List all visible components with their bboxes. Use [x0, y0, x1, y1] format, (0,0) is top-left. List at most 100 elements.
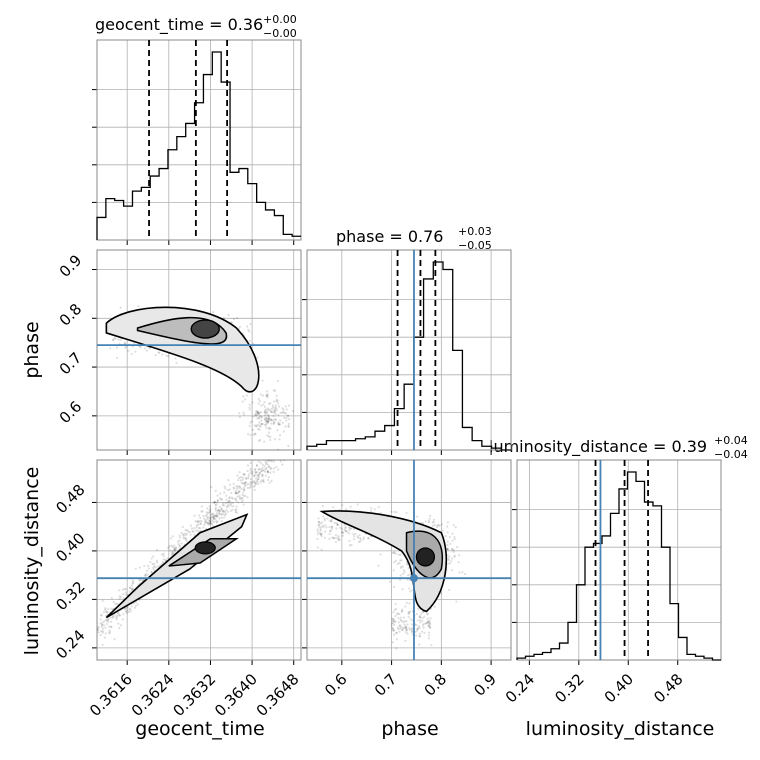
y-tick-label: 0.32	[52, 578, 88, 614]
sample-point	[241, 478, 244, 481]
sample-point	[167, 546, 170, 549]
sample-point	[91, 631, 93, 633]
sample-point	[272, 453, 274, 455]
title-luminosity-distance-plus: +0.04	[714, 434, 748, 447]
sample-point	[213, 501, 216, 504]
sample-point	[155, 548, 159, 552]
sample-point	[276, 379, 279, 383]
sample-point	[284, 425, 287, 428]
sample-point	[225, 498, 228, 501]
sample-point	[174, 548, 177, 551]
sample-point	[248, 486, 251, 489]
sample-point	[253, 484, 256, 487]
sample-point	[237, 484, 240, 488]
sample-point	[196, 519, 199, 523]
sample-point	[249, 467, 252, 471]
sample-point	[280, 452, 282, 454]
sample-point	[225, 512, 228, 516]
sample-point	[97, 628, 99, 631]
sample-point	[264, 474, 267, 477]
sample-point	[181, 525, 184, 529]
sample-point	[209, 520, 212, 523]
sample-point	[225, 494, 228, 497]
sample-point	[329, 529, 332, 532]
sample-point	[174, 357, 177, 360]
sample-point	[209, 514, 212, 517]
sample-point	[94, 634, 96, 636]
sample-point	[252, 415, 255, 418]
sample-point	[236, 485, 239, 489]
sample-point	[278, 446, 280, 448]
sample-point	[235, 511, 238, 514]
sample-point	[234, 497, 237, 500]
sample-point	[248, 330, 251, 333]
sample-point	[417, 625, 421, 628]
sample-point	[429, 626, 432, 629]
title-luminosity-distance: luminosity_distance = 0.39	[489, 437, 707, 457]
sample-point	[173, 548, 176, 551]
sample-point	[273, 444, 275, 446]
sample-point	[427, 631, 431, 634]
sample-point	[277, 414, 280, 417]
sample-point	[267, 465, 270, 469]
sample-point	[419, 616, 422, 619]
sample-point	[362, 538, 365, 541]
sample-point	[225, 509, 228, 512]
sample-point	[195, 526, 198, 529]
sample-point	[108, 632, 111, 635]
y-axis-label-luminosity-distance: luminosity_distance	[21, 467, 43, 656]
sample-point	[227, 505, 230, 508]
panel-content	[91, 420, 304, 646]
sample-point	[216, 499, 219, 502]
sample-point	[403, 620, 406, 623]
sample-point	[211, 515, 214, 518]
sample-point	[302, 420, 304, 422]
sample-point	[219, 492, 222, 495]
sample-point	[173, 548, 176, 551]
sample-point	[291, 441, 293, 443]
sample-point	[194, 520, 197, 523]
sample-point	[316, 546, 319, 549]
sample-point	[118, 589, 121, 592]
sample-point	[211, 516, 215, 519]
sample-point	[220, 516, 223, 519]
sample-point	[404, 639, 407, 642]
sample-point	[99, 618, 102, 621]
sample-point	[427, 620, 430, 623]
sample-point	[349, 505, 352, 508]
sample-point	[420, 630, 424, 633]
panel-frame	[306, 459, 512, 661]
sample-point	[238, 490, 241, 493]
sample-point	[229, 509, 233, 513]
sample-point	[215, 515, 218, 518]
sample-point	[423, 631, 426, 634]
sample-point	[228, 497, 231, 500]
sample-point	[330, 520, 333, 523]
sample-point	[267, 417, 270, 420]
sample-point	[100, 614, 103, 617]
sample-point	[391, 619, 394, 622]
sample-point	[406, 632, 409, 635]
sample-point	[224, 514, 227, 517]
sample-point	[130, 589, 133, 592]
sample-point	[184, 532, 187, 535]
sample-point	[270, 460, 273, 463]
sample-point	[103, 608, 107, 611]
panel-frame	[96, 39, 302, 241]
sample-point	[392, 627, 395, 630]
sample-point	[391, 617, 394, 620]
sample-point	[268, 465, 271, 468]
sample-point	[161, 353, 164, 356]
sample-point	[243, 473, 246, 476]
sample-point	[453, 554, 456, 557]
sample-point	[426, 617, 429, 620]
y-tick-label: 0.40	[52, 529, 88, 565]
sample-point	[242, 473, 245, 476]
histogram-step	[306, 261, 511, 451]
sample-point	[344, 508, 347, 511]
sample-point	[143, 574, 147, 577]
sample-point	[178, 544, 181, 547]
sample-point	[452, 524, 455, 527]
sample-point	[255, 479, 259, 482]
